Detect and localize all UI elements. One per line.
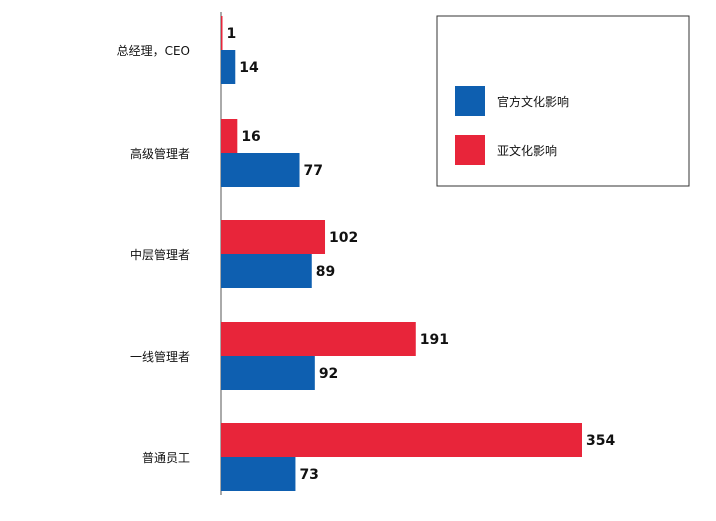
data-label: 14 [239,60,259,76]
bar-subculture [221,220,326,254]
bar-official [221,457,296,491]
data-label: 16 [241,129,260,145]
category-label: 普通员工 [142,451,190,465]
bar-subculture [221,322,416,356]
data-label: 73 [299,467,318,483]
data-label: 77 [304,163,323,179]
bar-official [221,50,236,84]
legend-label: 亚文化影响 [497,143,557,158]
bar-subculture [221,16,223,50]
data-label: 92 [319,366,338,382]
data-label: 102 [329,230,358,246]
category-label: 总经理，CEO [117,44,190,58]
category-label: 中层管理者 [130,247,190,262]
data-label: 89 [316,264,335,280]
bar-subculture [221,423,582,457]
bars [221,16,582,491]
bar-subculture [221,119,238,153]
legend-label: 官方文化影响 [497,94,569,109]
legend-swatch [455,135,485,165]
data-label: 354 [586,433,615,449]
bar-official [221,153,300,187]
category-label: 高级管理者 [130,146,190,161]
bar-official [221,356,315,390]
bar-official [221,254,312,288]
legend-swatch [455,86,485,116]
data-label: 1 [227,26,237,42]
category-label: 一线管理者 [130,349,190,364]
data-label: 191 [420,332,449,348]
labels: 总经理，CEO 1 14 高级管理者 16 77 中层管理者 102 89 一线管理者 191 92 普… [117,26,616,483]
